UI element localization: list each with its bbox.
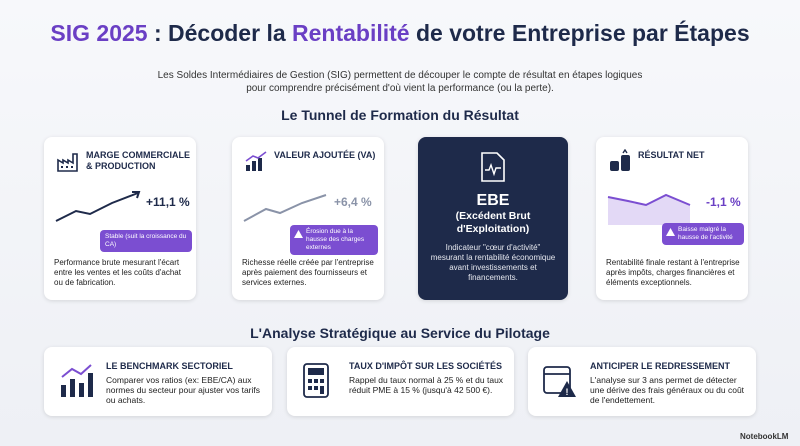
card-value: +11,1 % <box>146 195 190 209</box>
analysis-card: LE BENCHMARK SECTORIEL Comparer vos rati… <box>44 347 272 416</box>
tunnel-card: RÉSULTAT NET -1,1 % Baisse malgré la hau… <box>596 137 748 300</box>
analysis-title: LE BENCHMARK SECTORIEL <box>106 361 233 371</box>
title-text: de votre Entreprise par Étapes <box>409 20 750 46</box>
warning-icon <box>666 228 675 236</box>
analysis-title: ANTICIPER LE REDRESSEMENT <box>590 361 731 371</box>
trend-line <box>55 191 141 222</box>
subtitle: pour comprendre précisément d'où vient l… <box>246 83 554 94</box>
brand: NotebookLM <box>740 432 789 441</box>
analysis-card: TAUX D'IMPÔT SUR LES SOCIÉTÉS Rappel du … <box>287 347 514 416</box>
trend-line <box>243 194 327 222</box>
card-value: -1,1 % <box>706 195 741 209</box>
icon-calculator <box>303 363 329 398</box>
card-title: RÉSULTAT NET <box>638 150 705 160</box>
card-badge: Stable (suit la croissance du CA) <box>100 230 192 252</box>
analysis-text: L'analyse sur 3 ans permet de détecter u… <box>590 375 745 405</box>
title-highlight: SIG 2025 <box>50 20 148 46</box>
analysis-card: ! ANTICIPER LE REDRESSEMENT L'analyse su… <box>528 347 756 416</box>
tunnel-card: MARGE COMMERCIALE & PRODUCTION +11,1 % S… <box>44 137 196 300</box>
card-description: Indicateur "cœur d'activité" mesurant la… <box>430 243 556 282</box>
icon-chart <box>245 151 267 171</box>
card-title: VALEUR AJOUTÉE (VA) <box>274 150 376 160</box>
icon-calendar-warning: ! <box>543 366 576 397</box>
card-title: MARGE COMMERCIALE & PRODUCTION <box>86 150 190 171</box>
card-badge: Baisse malgré la hausse de l'activité <box>662 223 744 245</box>
title-text: : Décoder la <box>147 20 293 46</box>
card-badge: Érosion due à la hausse des charges exte… <box>290 225 378 255</box>
card-subtitle: (Excédent Brut d'Exploitation) <box>455 210 531 235</box>
card-description: Rentabilité finale restant à l'entrepris… <box>606 258 740 287</box>
card-value: +6,4 % <box>334 195 372 209</box>
subtitle: Les Soldes Intermédiaires de Gestion (SI… <box>157 70 643 81</box>
trend-area <box>607 193 691 225</box>
icon-coins <box>610 149 630 171</box>
icon-benchmark <box>61 364 93 397</box>
card-title: EBE <box>476 192 510 209</box>
icon-document <box>481 152 505 182</box>
title-highlight: Rentabilité <box>292 20 410 46</box>
badge-text: Baisse malgré la hausse de l'activité <box>678 226 733 241</box>
svg-text:!: ! <box>566 387 569 397</box>
section-heading: L'Analyse Stratégique au Service du Pilo… <box>250 325 550 341</box>
analysis-text: Comparer vos ratios (ex: EBE/CA) aux nor… <box>106 375 261 405</box>
badge-text: Érosion due à la hausse des charges exte… <box>306 228 365 251</box>
section-heading: Le Tunnel de Formation du Résultat <box>281 107 519 123</box>
card-description: Performance brute mesurant l'écart entre… <box>54 258 181 287</box>
icon-factory <box>57 153 78 172</box>
analysis-title: TAUX D'IMPÔT SUR LES SOCIÉTÉS <box>349 361 502 371</box>
title: SIG 2025 : Décoder la Rentabilité de vot… <box>0 20 800 47</box>
warning-icon <box>294 230 303 238</box>
tunnel-card-highlight: EBE (Excédent Brut d'Exploitation) Indic… <box>418 137 568 300</box>
tunnel-card: VALEUR AJOUTÉE (VA) +6,4 % Érosion due à… <box>232 137 384 300</box>
analysis-text: Rappel du taux normal à 25 % et du taux … <box>349 375 504 395</box>
card-description: Richesse réelle créée par l'entreprise a… <box>242 258 374 287</box>
